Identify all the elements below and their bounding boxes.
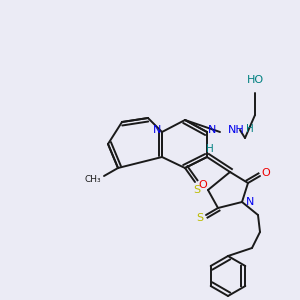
Text: H: H (246, 124, 254, 134)
Text: N: N (246, 197, 254, 207)
Text: CH₃: CH₃ (85, 176, 101, 184)
Text: S: S (193, 185, 200, 195)
Text: H: H (206, 144, 214, 154)
Text: HO: HO (246, 75, 264, 85)
Text: O: O (199, 180, 207, 190)
Text: O: O (262, 168, 270, 178)
Text: S: S (196, 213, 204, 223)
Text: N: N (208, 125, 216, 135)
Text: NH: NH (228, 125, 245, 135)
Text: N: N (153, 125, 161, 135)
